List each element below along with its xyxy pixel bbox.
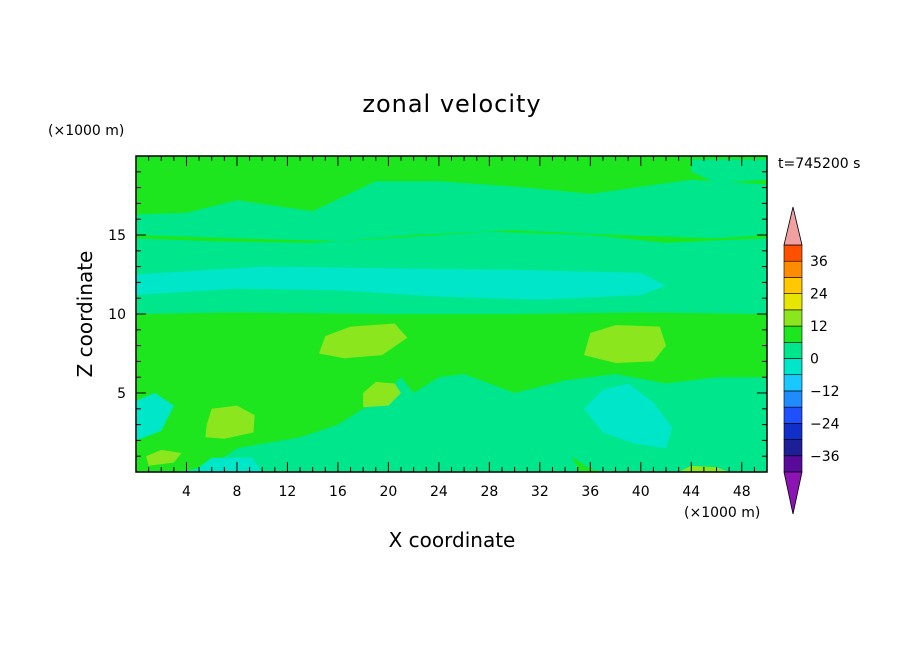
- y-unit-label: (×1000 m): [48, 123, 124, 139]
- colorbar-band: [783, 309, 803, 327]
- contour-region-4: [136, 266, 666, 300]
- colorbar-band: [783, 374, 803, 392]
- y-tick-label: 10: [108, 307, 126, 323]
- colorbar-band: [783, 325, 803, 343]
- x-axis-title: X coordinate: [389, 528, 516, 552]
- x-tick-label: 12: [279, 484, 297, 500]
- colorbar-band: [783, 423, 803, 440]
- contour-region-12: [584, 325, 666, 363]
- colorbar-band: [783, 244, 803, 262]
- contour-region-15: [192, 179, 222, 193]
- contour-region-13: [146, 449, 182, 466]
- colorbar-band: [783, 439, 803, 457]
- colorbar-tick-label: 12: [810, 319, 828, 335]
- colorbar-band: [783, 293, 803, 311]
- x-tick-label: 28: [480, 484, 498, 500]
- colorbar-tick-label: −36: [810, 449, 840, 465]
- contour-region-9: [205, 405, 255, 439]
- contour-region-8: [192, 457, 263, 472]
- x-tick-label: 40: [632, 484, 650, 500]
- x-tick-label: 36: [581, 484, 599, 500]
- x-tick-label: 24: [430, 484, 448, 500]
- chart-title: zonal velocity: [362, 90, 541, 118]
- colorbar-tick-label: 24: [810, 287, 828, 303]
- colorbar-band: [783, 358, 803, 376]
- contour-field: [136, 156, 767, 472]
- colorbar-band: [783, 455, 803, 473]
- colorbar-band: [783, 277, 803, 294]
- contour-region-16: [571, 456, 603, 472]
- colorbar-band: [783, 406, 803, 424]
- colorbar-band: [783, 341, 803, 359]
- time-label: t=745200 s: [778, 156, 860, 172]
- contour-region-7: [584, 383, 673, 449]
- colorbar-tick-label: 36: [810, 254, 828, 270]
- x-tick-label: 4: [182, 484, 191, 500]
- contour-region-6: [136, 393, 174, 441]
- y-axis-title: Z coordinate: [73, 251, 97, 378]
- x-tick-label: 16: [329, 484, 347, 500]
- y-tick-label: 15: [108, 228, 126, 244]
- colorbar-band: [783, 390, 803, 408]
- colorbar-tick-label: −24: [810, 416, 840, 432]
- colorbar: 36 24 12 0 −12 −24 −36: [783, 206, 840, 515]
- colorbar-tick-label: −12: [810, 384, 840, 400]
- contour-region-10: [319, 323, 408, 359]
- x-tick-label: 48: [733, 484, 751, 500]
- x-tick-label: 8: [232, 484, 241, 500]
- x-tick-label: 32: [531, 484, 549, 500]
- colorbar-over-arrow: [783, 206, 803, 246]
- colorbar-under-arrow: [783, 471, 803, 515]
- x-tick-label: 20: [379, 484, 397, 500]
- contour-region-2: [691, 159, 767, 183]
- x-unit-label: (×1000 m): [684, 505, 760, 521]
- y-tick-label: 5: [117, 386, 126, 402]
- colorbar-tick-label: 0: [810, 352, 819, 368]
- colorbar-band: [783, 260, 803, 278]
- x-tick-label: 44: [682, 484, 700, 500]
- contour-region-1: [136, 179, 767, 242]
- contour-region-11: [363, 381, 401, 408]
